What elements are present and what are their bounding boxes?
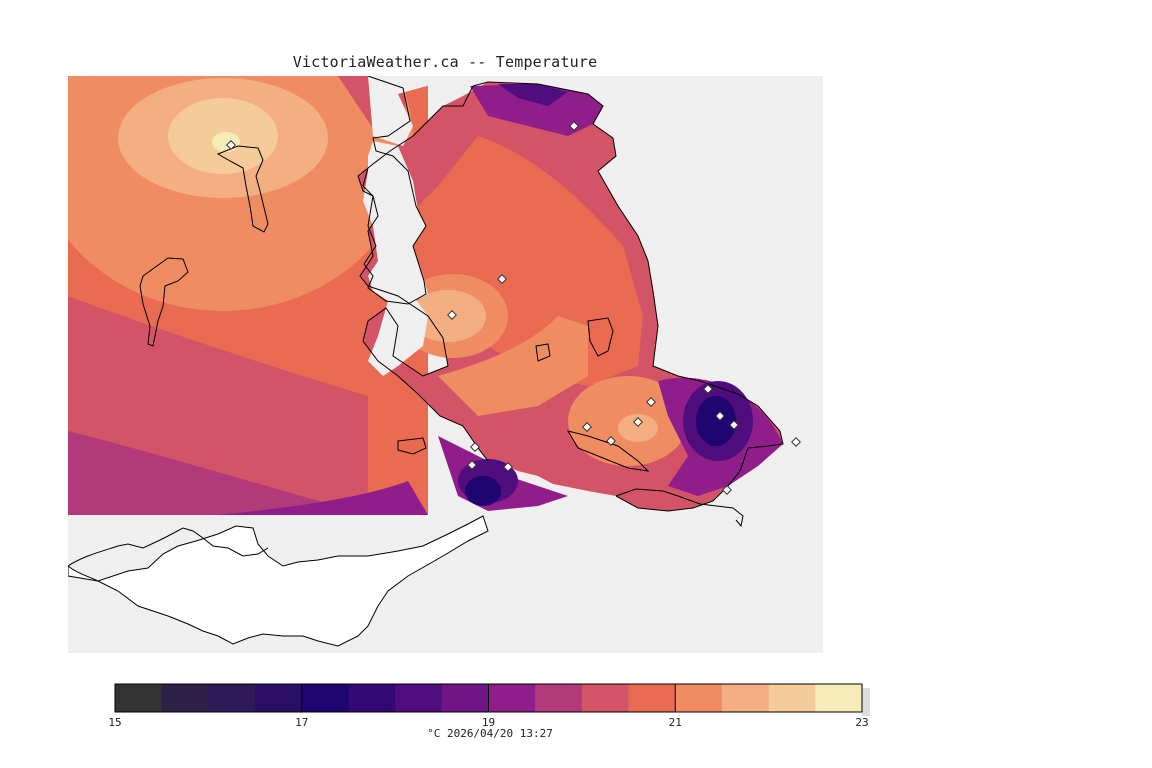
station-marker bbox=[729, 420, 739, 430]
legend-tick-label: 19 bbox=[481, 716, 496, 729]
station-marker bbox=[582, 422, 592, 432]
station-marker bbox=[503, 462, 513, 472]
legend-color-bin bbox=[581, 684, 630, 712]
legend-color-bin bbox=[815, 684, 863, 712]
olympic-coast-detail bbox=[68, 527, 269, 567]
station-marker bbox=[606, 436, 616, 446]
legend-tick-label: 15 bbox=[108, 716, 122, 729]
station-marker bbox=[633, 417, 643, 427]
legend-color-bin bbox=[115, 684, 163, 712]
legend-color-bin bbox=[535, 684, 583, 712]
station-marker bbox=[703, 384, 713, 394]
station-marker bbox=[715, 411, 725, 421]
station-markers bbox=[226, 121, 801, 495]
station-marker bbox=[470, 442, 480, 452]
legend-color-bin bbox=[348, 684, 396, 712]
map-title: VictoriaWeather.ca -- Temperature bbox=[292, 53, 598, 71]
legend-color-bin bbox=[395, 684, 443, 712]
legend-tick-label: 23 bbox=[855, 716, 869, 729]
legend-color-bin bbox=[675, 684, 723, 712]
color-legend bbox=[114, 683, 870, 716]
legend-color-bin bbox=[255, 684, 303, 712]
legend-tick-label: 21 bbox=[668, 716, 682, 729]
temperature-map bbox=[68, 76, 823, 653]
olympic-peninsula-land bbox=[68, 515, 489, 647]
legend-color-bin bbox=[488, 684, 536, 712]
station-marker bbox=[791, 437, 801, 447]
station-marker bbox=[722, 485, 732, 495]
legend-color-bin bbox=[768, 684, 816, 712]
legend-color-bin bbox=[301, 684, 349, 712]
legend-shadow bbox=[862, 688, 870, 716]
legend-color-bin bbox=[721, 684, 770, 712]
water-bodies bbox=[363, 76, 463, 376]
station-marker bbox=[467, 460, 477, 470]
station-marker bbox=[646, 397, 656, 407]
station-marker bbox=[497, 274, 507, 284]
legend-tick-label: 17 bbox=[295, 716, 309, 729]
units-timestamp: °C 2026/04/20 13:27 bbox=[427, 727, 553, 740]
legend-color-bin bbox=[628, 684, 676, 712]
temperature-field-west bbox=[68, 76, 428, 515]
station-marker bbox=[447, 310, 457, 320]
legend-color-bin bbox=[161, 684, 209, 712]
legend-tick-labels: 15 17 19 21 23 bbox=[0, 716, 1152, 730]
legend-color-bin bbox=[208, 684, 256, 712]
station-marker bbox=[226, 140, 236, 150]
temperature-field-peninsula bbox=[358, 82, 783, 511]
legend-color-bin bbox=[441, 684, 489, 712]
station-marker bbox=[569, 121, 579, 131]
